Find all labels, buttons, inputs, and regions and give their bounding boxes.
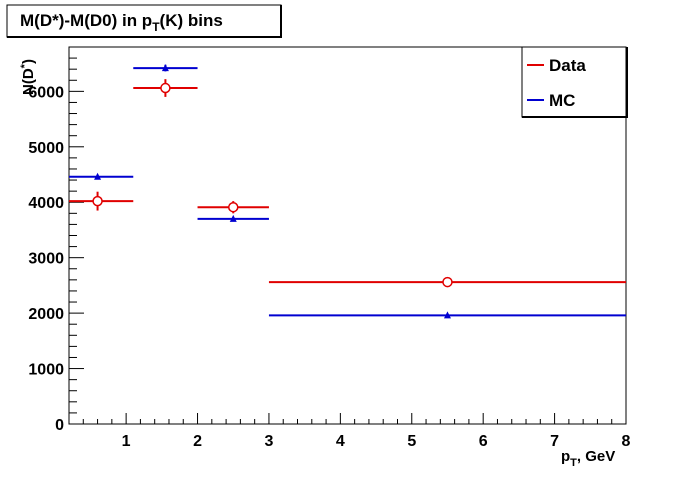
x-axis-label: pT, GeV bbox=[561, 448, 615, 469]
y-tick-label: 5000 bbox=[28, 140, 64, 157]
y-axis-label: N(D*) bbox=[19, 59, 37, 95]
y-label-text: N(D bbox=[20, 68, 37, 95]
data-point bbox=[227, 201, 239, 213]
y-label-star: * bbox=[19, 63, 31, 68]
y-tick-label: 0 bbox=[55, 417, 64, 434]
chart-title-tail: (K) bins bbox=[160, 11, 223, 30]
axes: 1 2 3 4 5 6 7 8 0 1000 2000 3000 4000 5000 6000 bbox=[28, 46, 631, 450]
x-tick-label: 1 bbox=[122, 433, 131, 450]
x-tick-label: 8 bbox=[622, 433, 631, 450]
y-tick-label: 3000 bbox=[28, 251, 64, 268]
x-label-tail: , GeV bbox=[577, 448, 615, 465]
y-tick-label: 2000 bbox=[28, 306, 64, 323]
data-point bbox=[442, 276, 453, 288]
chart-title-box: M(D*)-M(D0) in pT(K) bins bbox=[6, 4, 282, 38]
x-label-sub: T bbox=[570, 457, 577, 469]
x-tick-label: 6 bbox=[479, 433, 488, 450]
chart-title-main: M(D*)-M(D0) in p bbox=[20, 11, 152, 30]
legend: Data MC bbox=[521, 46, 628, 118]
data-point bbox=[94, 172, 102, 180]
y-tick-label: 4000 bbox=[28, 195, 64, 212]
data-point bbox=[229, 214, 237, 222]
y-tick-label: 6000 bbox=[28, 84, 64, 101]
data-point bbox=[443, 311, 451, 319]
chart-title-sub: T bbox=[152, 20, 160, 34]
y-tick-label: 1000 bbox=[28, 362, 64, 379]
x-tick-label: 5 bbox=[407, 433, 416, 450]
y-label-close: ) bbox=[20, 59, 37, 64]
legend-label: MC bbox=[549, 91, 575, 110]
series-mc bbox=[69, 64, 626, 319]
series-data bbox=[69, 79, 626, 288]
x-tick-label: 7 bbox=[550, 433, 559, 450]
chart-marks bbox=[69, 64, 626, 319]
data-point bbox=[161, 64, 169, 72]
data-point bbox=[160, 82, 171, 94]
data-point bbox=[92, 195, 103, 207]
x-tick-label: 4 bbox=[336, 433, 345, 450]
x-tick-label: 2 bbox=[193, 433, 202, 450]
legend-label: Data bbox=[549, 56, 586, 75]
chart-title: M(D*)-M(D0) in pT(K) bins bbox=[20, 11, 223, 34]
x-label-text: p bbox=[561, 448, 570, 465]
x-tick-label: 3 bbox=[264, 433, 273, 450]
